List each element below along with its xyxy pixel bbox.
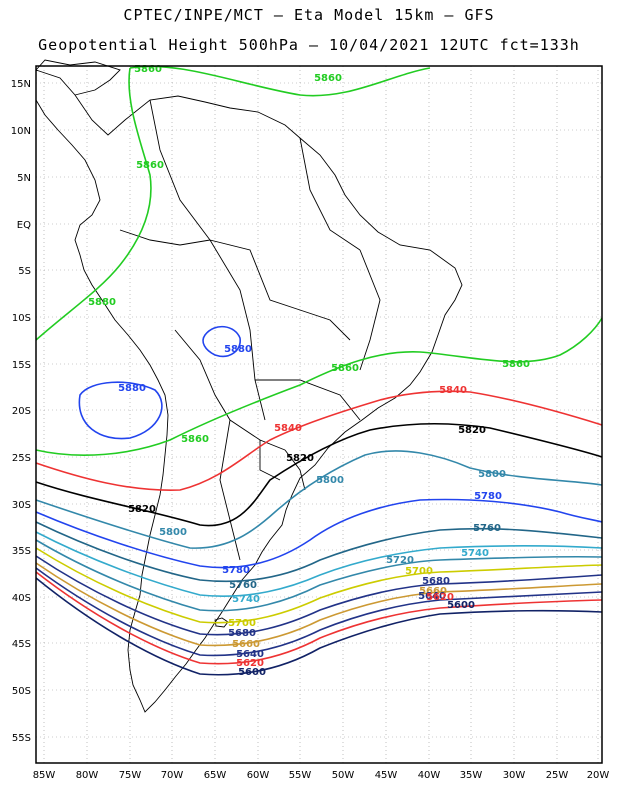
contour-5780 xyxy=(35,498,603,569)
contour-labels: 5860 5860 5860 5880 5880 5880 5860 5860 5860 5840… xyxy=(88,64,530,678)
contour-5840 xyxy=(35,390,603,491)
contour-value-label: 5860 xyxy=(136,160,164,171)
lat-tick-label: 40S xyxy=(12,593,31,604)
contour-value-label: 5880 xyxy=(224,344,252,355)
lat-tick-label: 25S xyxy=(12,453,31,464)
contour-value-label: 5780 xyxy=(474,491,502,502)
contour-value-label: 5600 xyxy=(238,667,266,678)
contour-value-label: 5700 xyxy=(405,566,433,577)
lon-tick-label: 50W xyxy=(332,770,355,781)
contour-value-label: 5820 xyxy=(458,425,486,436)
lat-tick-label: 45S xyxy=(12,639,31,650)
south-america-coastline xyxy=(35,69,463,713)
contour-value-label: 5700 xyxy=(228,618,256,629)
lat-tick-label: 30S xyxy=(12,500,31,511)
contour-value-label: 5860 xyxy=(181,434,209,445)
contour-value-label: 5640 xyxy=(236,649,264,660)
contour-5880-blob-west xyxy=(78,381,163,440)
contour-value-label: 5840 xyxy=(439,385,467,396)
contour-value-label: 5760 xyxy=(229,580,257,591)
lon-tick-label: 25W xyxy=(546,770,569,781)
contour-value-label: 5660 xyxy=(232,639,260,650)
graticule xyxy=(36,66,602,763)
contour-value-label: 5660 xyxy=(419,586,447,597)
lat-tick-label: 10S xyxy=(12,313,31,324)
contour-value-label: 5600 xyxy=(447,600,475,611)
contour-5760 xyxy=(35,521,603,583)
contour-value-label: 5620 xyxy=(426,592,454,603)
contour-5660 xyxy=(35,562,603,647)
coastline xyxy=(35,59,463,713)
contour-value-label: 5680 xyxy=(422,576,450,587)
contour-value-label: 5860 xyxy=(502,359,530,370)
contour-value-label: 5880 xyxy=(88,297,116,308)
lon-tick-label: 65W xyxy=(204,770,227,781)
contour-5740 xyxy=(35,531,603,597)
contour-value-label: 5720 xyxy=(386,555,414,566)
contour-value-label: 5860 xyxy=(331,363,359,374)
lat-tick-label: 35S xyxy=(12,546,31,557)
contour-value-label: 5740 xyxy=(232,594,260,605)
contours xyxy=(35,65,603,676)
contour-value-label: 5620 xyxy=(236,658,264,669)
lon-tick-label: 35W xyxy=(460,770,483,781)
map-frame xyxy=(35,65,603,764)
lat-tick-label: EQ xyxy=(17,220,31,231)
contour-5820 xyxy=(35,422,603,527)
contour-value-label: 5800 xyxy=(478,469,506,480)
contour-5720 xyxy=(35,539,603,612)
contour-value-label: 5780 xyxy=(222,565,250,576)
lon-tick-label: 60W xyxy=(247,770,270,781)
lat-tick-label: 20S xyxy=(12,406,31,417)
lon-tick-label: 45W xyxy=(375,770,398,781)
contour-value-label: 5860 xyxy=(134,64,162,75)
lon-tick-label: 40W xyxy=(418,770,441,781)
map-title-line2: Geopotential Height 500hPa – 10/04/2021 … xyxy=(38,36,580,54)
lat-tick-label: 50S xyxy=(12,686,31,697)
contour-5860-west xyxy=(35,67,152,341)
contour-value-label: 5800 xyxy=(316,475,344,486)
axis-ticks: 15N 10N 5N EQ 5S 10S 15S 20S 25S 30S 35S 40S 45S 50S 5… xyxy=(11,79,610,781)
country-borders xyxy=(119,99,381,561)
contour-value-label: 5820 xyxy=(128,504,156,515)
contour-value-label: 5840 xyxy=(274,423,302,434)
contour-5600 xyxy=(35,577,603,676)
contour-value-label: 5740 xyxy=(461,548,489,559)
falkland-islands xyxy=(214,617,229,628)
contour-value-label: 5680 xyxy=(228,628,256,639)
lon-tick-label: 20W xyxy=(587,770,610,781)
lat-tick-label: 55S xyxy=(12,733,31,744)
contour-5620 xyxy=(35,571,603,665)
contour-5700 xyxy=(35,547,603,624)
contour-value-label: 5640 xyxy=(418,591,446,602)
lon-tick-label: 70W xyxy=(161,770,184,781)
contour-5640 xyxy=(35,567,603,657)
lat-tick-label: 10N xyxy=(11,126,31,137)
contour-value-label: 5880 xyxy=(118,383,146,394)
contour-value-label: 5820 xyxy=(286,453,314,464)
lat-tick-label: 15S xyxy=(12,360,31,371)
contour-5880-blob-center xyxy=(202,325,241,357)
map-title-line1: CPTEC/INPE/MCT – Eta Model 15km – GFS xyxy=(123,6,495,24)
contour-value-label: 5800 xyxy=(159,527,187,538)
contour-5860-north xyxy=(129,65,431,97)
lon-tick-label: 55W xyxy=(289,770,312,781)
lat-tick-label: 15N xyxy=(11,79,31,90)
contour-value-label: 5760 xyxy=(473,523,501,534)
lon-tick-label: 80W xyxy=(76,770,99,781)
contour-5800 xyxy=(35,450,603,549)
lat-tick-label: 5N xyxy=(17,173,31,184)
contour-5860-main xyxy=(35,317,603,456)
lat-tick-label: 5S xyxy=(18,266,31,277)
contour-value-label: 5860 xyxy=(314,73,342,84)
contour-5680 xyxy=(35,555,603,636)
lon-tick-label: 85W xyxy=(33,770,56,781)
lon-tick-label: 75W xyxy=(119,770,142,781)
lon-tick-label: 30W xyxy=(503,770,526,781)
